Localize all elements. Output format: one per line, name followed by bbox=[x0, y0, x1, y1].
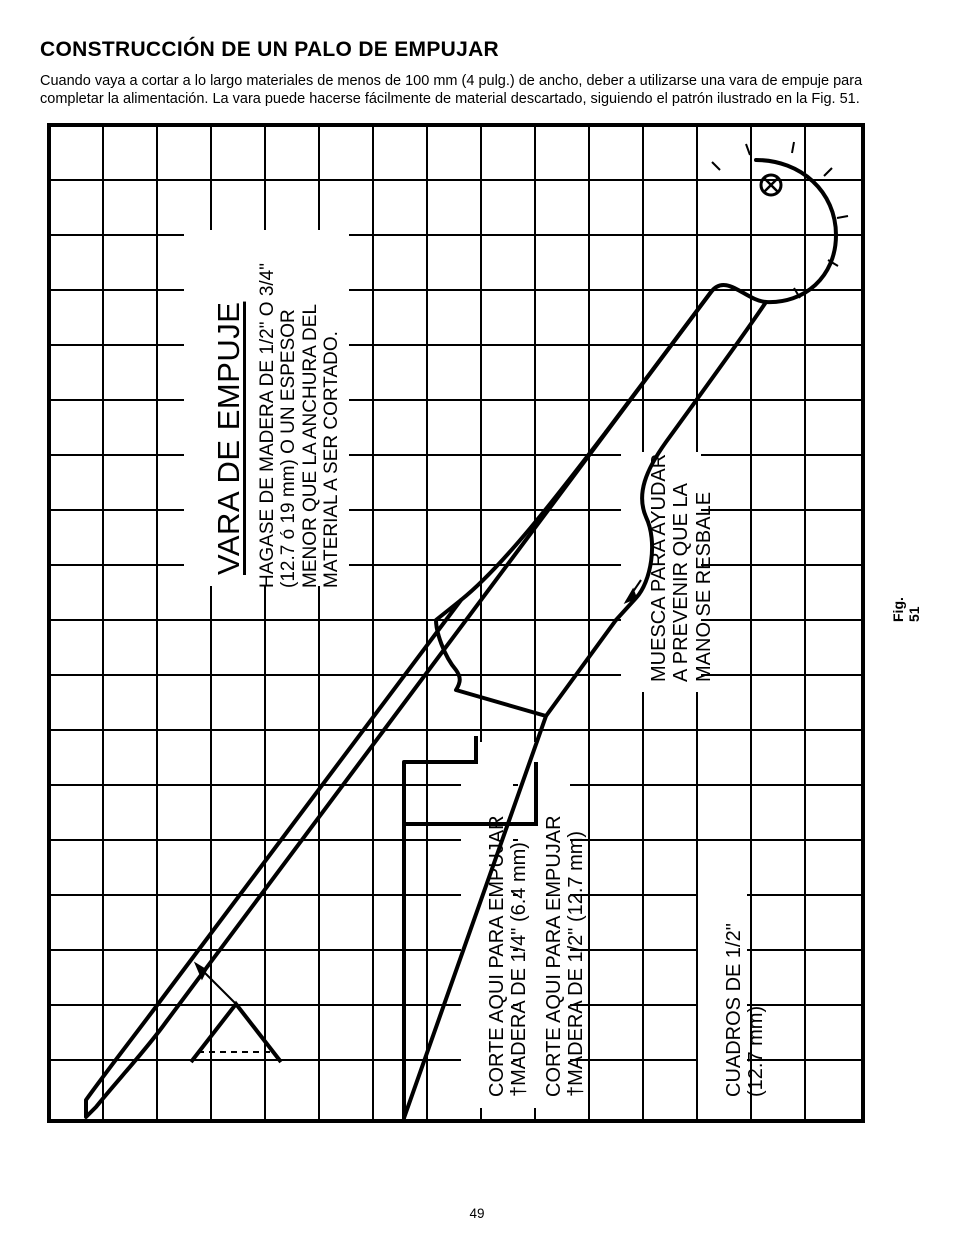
cut-half-label: CORTE AQUI PARA EMPUJAR †MADERA DE 1/2" … bbox=[543, 816, 588, 1098]
push-stick-figure: VARA DE EMPUJE HAGASE DE MADERA DE 1/2" … bbox=[46, 122, 866, 1124]
figure-caption: Fig. 51 bbox=[890, 597, 922, 622]
page-number: 49 bbox=[0, 1206, 954, 1221]
cut2-line2: †MADERA DE 1/2" (12.7 mm) bbox=[565, 816, 587, 1098]
intro-paragraph: Cuando vaya a cortar a lo largo material… bbox=[40, 72, 914, 108]
notch-line3: MANO SE RESBALE bbox=[693, 454, 715, 682]
material-label: HAGASE DE MADERA DE 1/2" O 3/4" (12.7 ó … bbox=[257, 234, 342, 588]
notch-line1: MUESCA PARA AYUDAR bbox=[648, 454, 670, 682]
cut1-line2: †MADERA DE 1/4" (6.4 mm) bbox=[508, 816, 530, 1098]
grid-line1: CUADROS DE 1/2" bbox=[723, 923, 745, 1097]
grid-size-label: CUADROS DE 1/2" (12.7 mm) bbox=[723, 923, 768, 1097]
material-line1: HAGASE DE MADERA DE 1/2" O 3/4" bbox=[257, 234, 278, 588]
cut-quarter-label: CORTE AQUI PARA EMPUJAR †MADERA DE 1/4" … bbox=[486, 816, 531, 1098]
cut2-line1: CORTE AQUI PARA EMPUJAR bbox=[543, 816, 565, 1098]
notch-label: MUESCA PARA AYUDAR A PREVENIR QUE LA MAN… bbox=[648, 454, 715, 682]
stick-title-label: VARA DE EMPUJE bbox=[211, 302, 247, 575]
material-line4: MATERIAL A SER CORTADO. bbox=[321, 234, 342, 588]
material-line2: (12.7 ó 19 mm) O UN ESPESOR bbox=[278, 234, 299, 588]
page-title: CONSTRUCCIÓN DE UN PALO DE EMPUJAR bbox=[40, 38, 914, 62]
material-line3: MENOR QUE LA ANCHURA DEL bbox=[300, 234, 321, 588]
cut1-line1: CORTE AQUI PARA EMPUJAR bbox=[486, 816, 508, 1098]
notch-line2: A PREVENIR QUE LA bbox=[670, 454, 692, 682]
grid-line2: (12.7 mm) bbox=[745, 923, 767, 1097]
